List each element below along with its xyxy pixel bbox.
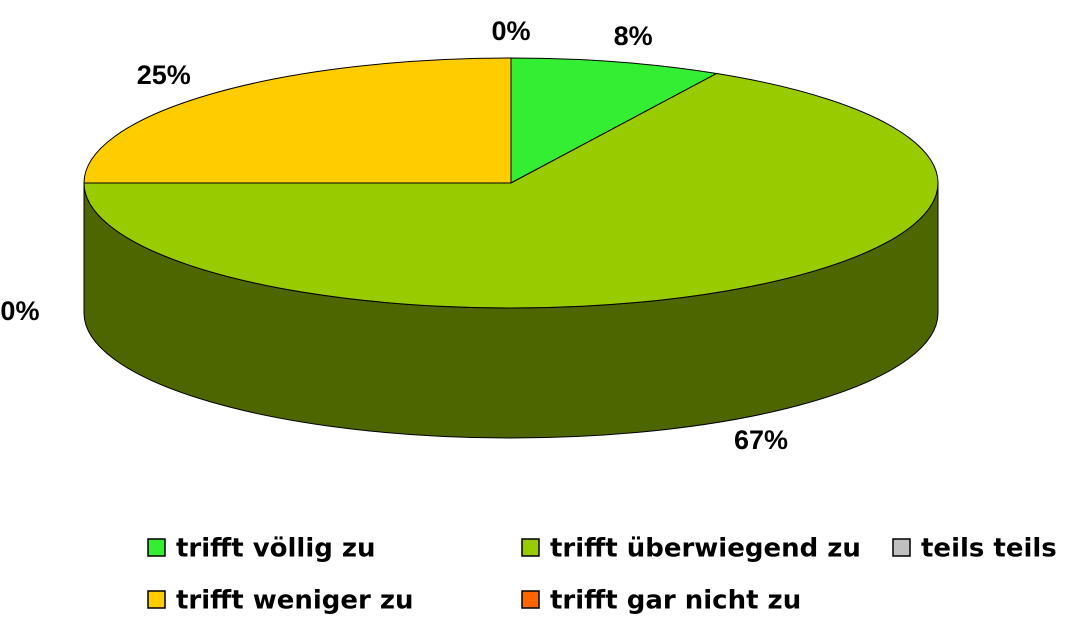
legend-label: trifft völlig zu <box>176 534 376 564</box>
value-label: 25% <box>137 60 191 90</box>
value-label: 67% <box>734 425 788 455</box>
value-label: 0% <box>491 16 530 46</box>
legend-label: trifft weniger zu <box>176 586 414 616</box>
legend-swatch <box>521 538 540 557</box>
pie-top <box>83 57 939 309</box>
legend-swatch <box>147 590 166 609</box>
legend-swatch <box>892 538 911 557</box>
value-label: 8% <box>614 21 653 51</box>
slice <box>83 57 512 184</box>
legend-swatch <box>147 538 166 557</box>
slice <box>83 72 939 309</box>
legend-label: teils teils <box>921 534 1057 564</box>
legend-swatch <box>521 590 540 609</box>
legend-label: trifft gar nicht zu <box>550 586 801 616</box>
value-label: 0% <box>0 296 39 326</box>
slice <box>510 57 719 184</box>
legend-label: trifft überwiegend zu <box>550 534 861 564</box>
